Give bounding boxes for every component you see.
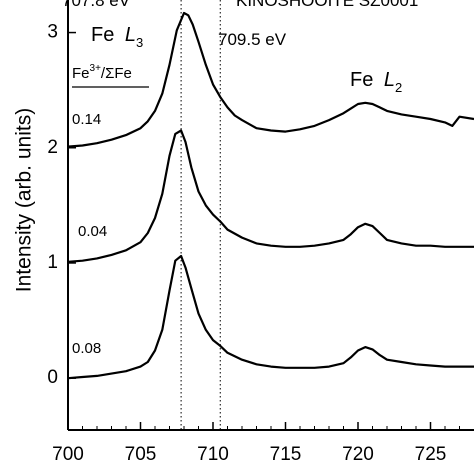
series-line-0-04	[67, 129, 474, 263]
fe-l3-label: Fe L3	[91, 24, 143, 50]
fe-l2-label: Fe L2	[350, 69, 402, 95]
y-axis: 0 1 2 3	[47, 22, 76, 388]
x-tick-label-710: 710	[197, 444, 229, 465]
y-tick-label-3: 3	[47, 22, 58, 43]
series-label-0-04: 0.04	[78, 223, 107, 240]
y-axis-label: Intensity (arb. units)	[13, 108, 36, 292]
y-tick-label-1: 1	[47, 252, 58, 273]
x-axis: 700 705 710 715 720 725	[52, 422, 460, 465]
series-line-0-14	[67, 11, 474, 148]
x-tick-label-715: 715	[270, 444, 302, 465]
x-tick-label-725: 725	[415, 444, 447, 465]
ratio-header: Fe3+/ΣFe	[72, 63, 132, 82]
x-tick-label-700: 700	[52, 444, 84, 465]
series-lines	[67, 11, 474, 380]
series-line-0-08	[67, 254, 474, 380]
y-tick-label-0: 0	[47, 367, 58, 388]
series-label-0-14: 0.14	[72, 111, 101, 128]
header-left-fragment: 707.8 eV	[62, 0, 131, 10]
y-tick-label-2: 2	[47, 137, 58, 158]
header-right-fragment: KINOSHOOITE SZ0001	[236, 0, 418, 10]
x-tick-label-705: 705	[125, 444, 157, 465]
x-tick-label-720: 720	[342, 444, 374, 465]
reference-line-label: 709.5 eV	[218, 30, 287, 49]
series-label-0-08: 0.08	[72, 340, 101, 357]
